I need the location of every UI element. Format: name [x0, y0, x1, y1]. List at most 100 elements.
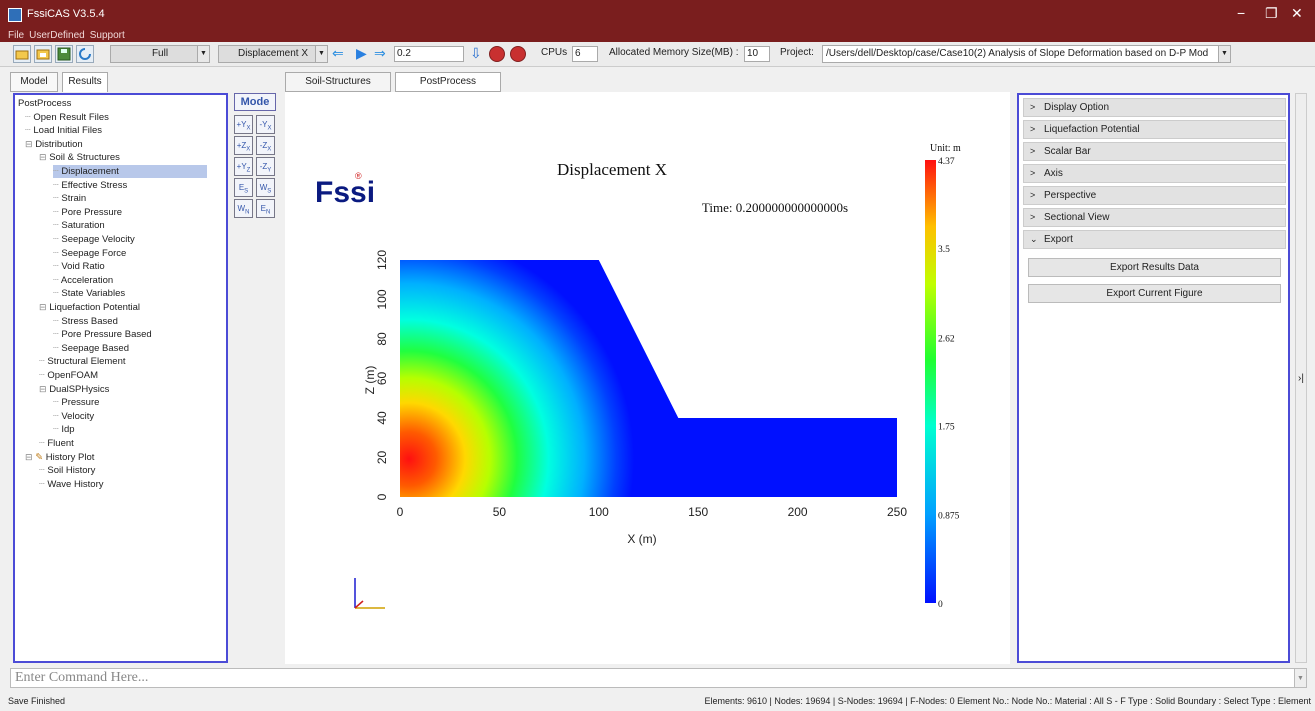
refresh-icon[interactable]	[76, 45, 94, 63]
view-direction-button[interactable]: -YX	[256, 115, 275, 134]
tree-item[interactable]: ┄ OpenFOAM	[39, 369, 98, 382]
tree-item[interactable]: ┄ Stress Based	[53, 315, 118, 328]
tree-item[interactable]: ┄ Void Ratio	[53, 260, 105, 273]
tree-connector: ┄	[39, 465, 45, 477]
tree-item[interactable]: ┄ State Variables	[53, 287, 125, 300]
tab-model[interactable]: Model	[10, 72, 58, 92]
tree-item[interactable]: ┄ Acceleration	[53, 274, 113, 287]
tab-soil-structures[interactable]: Soil-Structures	[285, 72, 391, 92]
collapse-panel-button[interactable]: ›|	[1295, 93, 1307, 663]
tree-connector: ┄	[25, 125, 31, 137]
tree-item[interactable]: ⊟ ✎ History Plot	[25, 451, 94, 464]
restore-button[interactable]: ❐	[1265, 5, 1278, 21]
tree-item[interactable]: ┄ Soil History	[39, 464, 95, 477]
tree-item[interactable]: ⊟ Liquefaction Potential	[39, 301, 140, 314]
view-direction-button[interactable]: +YZ	[234, 157, 253, 176]
collapse-toggle-icon[interactable]: ⊟	[39, 383, 47, 394]
save-icon[interactable]	[55, 45, 73, 63]
tree-item[interactable]: ┄ Pressure	[53, 396, 99, 409]
menu-file[interactable]: File	[8, 30, 25, 41]
plot-canvas[interactable]: Fssi ® Displacement X Time: 0.2000000000…	[285, 92, 1010, 664]
tree-item[interactable]: ┄ Idp	[53, 423, 75, 436]
menu-support[interactable]: Support	[89, 30, 125, 41]
tree-item[interactable]: ⊟ Distribution	[25, 138, 83, 151]
collapse-toggle-icon[interactable]: ⊟	[25, 451, 33, 462]
accordion-section[interactable]: > Axis	[1023, 164, 1286, 183]
tree-item[interactable]: ┄ Pore Pressure	[53, 206, 122, 219]
accordion-section[interactable]: > Sectional View	[1023, 208, 1286, 227]
tree-item[interactable]: ┄ Effective Stress	[53, 179, 127, 192]
next-step-icon[interactable]: ⇒	[374, 45, 386, 61]
view-direction-button[interactable]: EN	[256, 199, 275, 218]
view-mode-select[interactable]: Full ▼	[110, 45, 210, 63]
x-tick-label: 100	[589, 505, 609, 519]
memory-input[interactable]: 10	[744, 46, 770, 62]
tree-item[interactable]: ┄ Pore Pressure Based	[53, 328, 152, 341]
accordion-section[interactable]: > Liquefaction Potential	[1023, 120, 1286, 139]
view-direction-label: -Z	[259, 141, 268, 150]
memory-label: Allocated Memory Size(MB) :	[609, 47, 739, 58]
new-folder-icon[interactable]	[13, 45, 31, 63]
color-bar-tick-label: 0	[938, 600, 943, 610]
logo-text: Fssi	[315, 176, 375, 209]
tree-item[interactable]: ┄ Load Initial Files	[25, 124, 102, 137]
accordion-section[interactable]: > Display Option	[1023, 98, 1286, 117]
color-bar-tick-label: 0.875	[938, 511, 960, 521]
close-button[interactable]: ✕	[1291, 5, 1303, 21]
tree-item[interactable]: ┄ Displacement	[53, 165, 207, 178]
play-icon[interactable]: ▶	[356, 45, 367, 61]
x-tick-label: 50	[493, 505, 507, 519]
download-icon[interactable]: ⇩	[470, 45, 482, 61]
view-direction-button[interactable]: +YX	[234, 115, 253, 134]
view-direction-button[interactable]: -ZY	[256, 157, 275, 176]
title-bar: FssiCAS V3.5.4 − ❐ ✕	[0, 0, 1315, 30]
tab-results[interactable]: Results	[62, 72, 108, 92]
record-all-icon[interactable]	[510, 46, 526, 62]
mode-button[interactable]: Mode	[234, 93, 276, 111]
cpus-input[interactable]: 6	[572, 46, 598, 62]
tab-postprocess[interactable]: PostProcess	[395, 72, 501, 92]
command-input[interactable]: Enter Command Here... ▼	[10, 668, 1307, 688]
view-direction-button[interactable]: ES	[234, 178, 253, 197]
tree-item[interactable]: ┄ Velocity	[53, 410, 94, 423]
variable-select[interactable]: Displacement X ▼	[218, 45, 328, 63]
tree-item[interactable]: ┄ Strain	[53, 192, 86, 205]
tree-item[interactable]: ┄ Wave History	[39, 478, 104, 491]
tree-item[interactable]: ┄ Seepage Velocity	[53, 233, 135, 246]
tree-item[interactable]: ⊟ DualSPHysics	[39, 383, 109, 396]
x-axis-label: X (m)	[627, 532, 656, 546]
collapse-toggle-icon[interactable]: ⊟	[39, 152, 47, 163]
tree-item[interactable]: ⊟ Soil & Structures	[39, 151, 120, 164]
minimize-button[interactable]: −	[1237, 5, 1246, 21]
options-panel: > Display Option > Liquefaction Potential > S…	[1017, 93, 1290, 663]
accordion-label: Export	[1044, 234, 1073, 245]
view-direction-button[interactable]: -ZX	[256, 136, 275, 155]
y-tick-label: 100	[375, 289, 389, 309]
view-direction-button[interactable]: WS	[256, 178, 275, 197]
view-direction-button[interactable]: +ZX	[234, 136, 253, 155]
export-results-button[interactable]: Export Results Data	[1028, 258, 1281, 277]
tree-item[interactable]: ┄ Saturation	[53, 219, 105, 232]
tree-item[interactable]: ┄ Seepage Based	[53, 342, 129, 355]
tree-connector: ┄	[53, 179, 59, 191]
open-folder-icon[interactable]	[34, 45, 52, 63]
view-direction-button[interactable]: WN	[234, 199, 253, 218]
prev-step-icon[interactable]: ⇐	[332, 45, 344, 61]
accordion-section[interactable]: > Perspective	[1023, 186, 1286, 205]
menu-userdefined[interactable]: UserDefined	[29, 30, 85, 41]
color-bar-tick-label: 1.75	[938, 423, 955, 433]
export-figure-button[interactable]: Export Current Figure	[1028, 284, 1281, 303]
tree-item[interactable]: ┄ Structural Element	[39, 355, 126, 368]
accordion-section[interactable]: > Scalar Bar	[1023, 142, 1286, 161]
record-icon[interactable]	[489, 46, 505, 62]
tree-item[interactable]: PostProcess	[18, 97, 71, 110]
tree-item[interactable]: ┄ Seepage Force	[53, 247, 126, 260]
collapse-toggle-icon[interactable]: ⊟	[39, 302, 47, 312]
accordion-label: Liquefaction Potential	[1044, 124, 1140, 135]
accordion-section[interactable]: ⌄ Export	[1023, 230, 1286, 249]
project-path-select[interactable]: /Users/dell/Desktop/case/Case10(2) Analy…	[822, 45, 1231, 63]
collapse-toggle-icon[interactable]: ⊟	[25, 138, 33, 149]
time-input[interactable]: 0.2	[394, 46, 464, 62]
tree-item[interactable]: ┄ Open Result Files	[25, 111, 109, 124]
tree-item[interactable]: ┄ Fluent	[39, 437, 74, 450]
